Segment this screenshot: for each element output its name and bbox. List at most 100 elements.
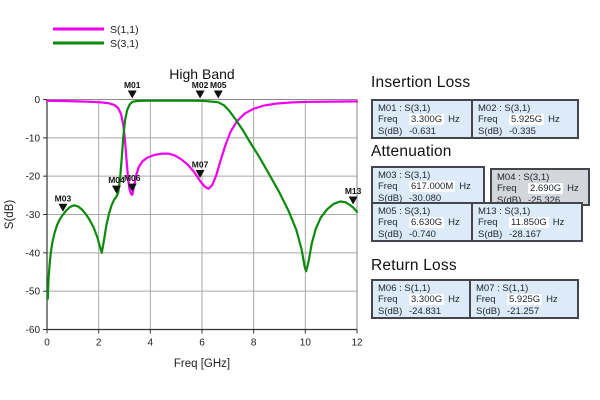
section-title-insertion-loss: Insertion Loss [371,74,471,91]
y-tick-label: -40 [26,248,41,259]
marker-table-return-loss: M06 : S(1,1) Freq 3.300G Hz S(dB) -24.831 M07 … [371,279,579,319]
marker-label: M02 [192,80,209,90]
marker-sdb-line: S(dB) -21.257 [476,306,575,317]
legend-label: S(3,1) [110,38,139,50]
marker-label: M04 [108,175,125,185]
marker-freq-line: Freq 3.300G Hz [378,294,467,306]
sdb-value: -0.335 [509,125,536,137]
marker-m06[interactable]: M06 [124,173,141,192]
section-title-return-loss: Return Loss [371,257,457,274]
marker-cell-m03[interactable]: M03 : S(3,1) Freq 617.000M Hz S(dB) -30.080 [371,166,485,206]
freq-label: Freq [378,181,398,193]
marker-m13[interactable]: M13 [345,186,362,205]
marker-freq-line: Freq 617.000M Hz [378,181,481,193]
marker-id-label: M07 : S(1,1) [476,283,529,294]
marker-freq-line: Freq 3.300G Hz [378,114,469,126]
marker-m04[interactable]: M04 [108,175,125,194]
marker-m01[interactable]: M01 [124,80,141,99]
marker-freq-line: Freq 5.925G Hz [478,114,575,126]
y-tick-label: 0 [34,95,40,106]
freq-value: 11.850G [509,217,549,229]
x-tick-label: 2 [96,338,102,349]
trace-s11 [45,99,359,196]
freq-label: Freq [476,294,496,306]
y-tick-label: -10 [26,133,41,144]
chart-title: High Band [169,66,234,82]
marker-sdb-line: S(dB) -28.167 [478,229,579,240]
sdb-value: -30.080 [409,192,442,204]
y-tick-label: -60 [26,325,41,336]
sdb-label: S(dB) [378,305,403,317]
y-tick-label: -30 [26,210,41,221]
x-tick-label: 4 [148,338,154,349]
freq-unit: Hz [448,294,460,306]
y-tick-label: -50 [26,287,41,298]
marker-freq-line: Freq 6.630G Hz [378,217,469,229]
marker-label: M01 [124,80,141,90]
x-tick-label: 0 [44,338,50,349]
y-tick-label: -20 [26,172,41,183]
freq-value: 3.300G [409,294,445,306]
sdb-label: S(dB) [478,125,503,137]
section-title-attenuation: Attenuation [371,143,452,160]
freq-label: Freq [378,217,398,229]
marker-m03[interactable]: M03 [55,193,72,212]
marker-sdb-line: S(dB) -0.335 [478,126,575,137]
marker-triangle-icon [127,90,137,99]
marker-m02[interactable]: M02 [192,80,209,99]
marker-id-label: M06 : S(1,1) [378,283,431,294]
x-tick-label: 10 [300,338,312,349]
freq-value: 6.630G [409,217,445,229]
sdb-value: -28.167 [509,228,542,240]
sdb-value: -24.831 [409,305,442,317]
sdb-value: -21.257 [507,305,540,317]
marker-table-insertion-loss: M01 : S(3,1) Freq 3.300G Hz S(dB) -0.631 M02 :… [371,99,579,139]
marker-sdb-line: S(dB) -0.631 [378,126,469,137]
marker-id-label: M03 : S(3,1) [378,170,431,181]
legend-label: S(1,1) [110,24,139,36]
marker-cell-m02[interactable]: M02 : S(3,1) Freq 5.925G Hz S(dB) -0.335 [471,101,577,137]
freq-unit: Hz [448,217,460,229]
marker-label: M06 [124,173,141,183]
marker-cell-m05[interactable]: M05 : S(3,1) Freq 6.630G Hz S(dB) -0.740 [373,204,471,240]
marker-id-label: M13 : S(3,1) [478,206,531,217]
freq-value: 5.925G [507,294,543,306]
marker-table-attenuation-row1: M03 : S(3,1) Freq 617.000M Hz S(dB) -30.080 M0… [371,166,590,206]
marker-triangle-icon [348,196,358,205]
x-tick-label: 8 [251,338,257,349]
sdb-label: S(dB) [378,192,403,204]
marker-id-label: M01 : S(3,1) [378,103,431,114]
marker-cell-m07[interactable]: M07 : S(1,1) Freq 5.925G Hz S(dB) -21.257 [469,281,577,317]
marker-label: M03 [55,193,72,203]
freq-unit: Hz [552,217,565,229]
sdb-label: S(dB) [378,125,403,137]
marker-sdb-line: S(dB) -25.326 [497,195,586,204]
freq-unit: Hz [448,114,460,126]
sparam-chart: 0 2 4 6 8 10 12 0 -10 -20 -30 -40 -50 -60 M01 M02 M05 M03… [4,24,363,370]
sdb-label: S(dB) [476,305,501,317]
marker-table-attenuation-row2: M05 : S(3,1) Freq 6.630G Hz S(dB) -0.740 M13 :… [371,202,583,242]
marker-freq-line: Freq 2.690G Hz [497,183,586,195]
marker-m07[interactable]: M07 [192,159,209,178]
marker-cell-m13[interactable]: M13 : S(3,1) Freq 11.850G Hz S(dB) -28.167 [471,204,581,240]
marker-cell-m01[interactable]: M01 : S(3,1) Freq 3.300G Hz S(dB) -0.631 [373,101,471,137]
freq-unit: Hz [548,114,560,126]
freq-label: Freq [478,114,498,126]
marker-cell-m04[interactable]: M04 : S(3,1) Freq 2.690G Hz S(dB) -25.326 [490,168,590,206]
freq-value: 2.690G [528,183,564,195]
marker-freq-line: Freq 5.925G Hz [476,294,575,306]
marker-triangle-icon [195,90,205,99]
y-axis-label: S(dB) [4,200,16,230]
marker-id-label: M04 : S(3,1) [497,172,550,183]
marker-cell-m06[interactable]: M06 : S(1,1) Freq 3.300G Hz S(dB) -24.831 [373,281,469,317]
freq-value: 3.300G [409,114,445,126]
freq-label: Freq [478,217,498,229]
marker-label: M05 [210,80,227,90]
sdb-label: S(dB) [478,228,503,240]
marker-triangle-icon [127,183,137,192]
x-tick-label: 6 [199,338,205,349]
marker-m05[interactable]: M05 [210,80,227,99]
sdb-value: -0.631 [409,125,436,137]
